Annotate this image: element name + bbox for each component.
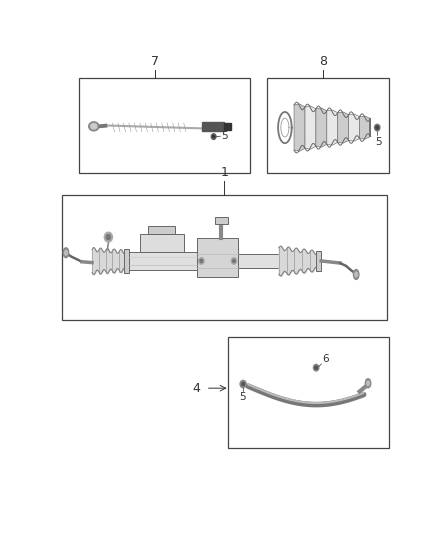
Bar [78, 78, 250, 173]
Text: 6: 6 [322, 353, 329, 364]
Circle shape [315, 366, 318, 369]
Text: 5: 5 [375, 136, 382, 147]
Bar [215, 216, 228, 224]
Polygon shape [338, 112, 349, 143]
Ellipse shape [64, 251, 67, 255]
Circle shape [240, 381, 246, 388]
Ellipse shape [367, 381, 369, 385]
Polygon shape [305, 106, 316, 149]
Bar [148, 226, 175, 235]
Polygon shape [316, 108, 327, 147]
Ellipse shape [91, 124, 97, 129]
Polygon shape [349, 114, 360, 141]
Polygon shape [360, 116, 371, 139]
Ellipse shape [63, 248, 69, 257]
Circle shape [212, 135, 215, 138]
Ellipse shape [88, 122, 99, 131]
Circle shape [374, 124, 380, 131]
Bar [130, 252, 197, 270]
Bar [140, 235, 184, 252]
Circle shape [376, 126, 378, 129]
Circle shape [200, 260, 203, 263]
Bar [228, 337, 389, 448]
Polygon shape [294, 104, 305, 151]
Circle shape [233, 260, 235, 263]
Text: 5: 5 [221, 131, 228, 141]
Circle shape [106, 235, 110, 240]
Bar [197, 238, 238, 277]
Ellipse shape [353, 270, 359, 279]
Bar [238, 254, 279, 268]
Circle shape [242, 383, 244, 386]
Circle shape [314, 365, 319, 371]
Ellipse shape [355, 272, 357, 277]
Bar [202, 122, 225, 131]
Polygon shape [327, 110, 338, 145]
Ellipse shape [365, 379, 371, 388]
Circle shape [211, 134, 216, 140]
Bar [124, 248, 130, 273]
Circle shape [104, 232, 113, 242]
Bar [267, 78, 389, 173]
Bar [224, 123, 230, 130]
Text: 7: 7 [151, 55, 159, 68]
Text: 4: 4 [193, 382, 201, 394]
Text: 1: 1 [221, 166, 228, 179]
Bar [61, 195, 387, 320]
Bar [316, 251, 321, 271]
Circle shape [199, 257, 204, 264]
Text: 5: 5 [239, 392, 246, 402]
Text: 8: 8 [319, 55, 327, 68]
Circle shape [231, 257, 237, 264]
